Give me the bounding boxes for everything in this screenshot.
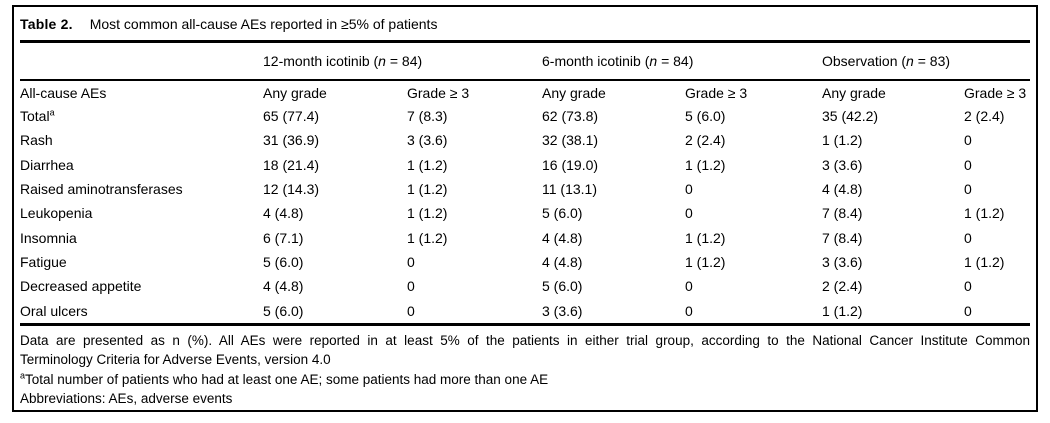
table-cell: 0 — [964, 132, 972, 149]
table-cell: 5 (6.0) — [542, 278, 583, 295]
row-label: Decreased appetite — [20, 278, 142, 295]
table-cell: 5 (6.0) — [685, 108, 726, 125]
row-label: Oral ulcers — [20, 302, 88, 319]
table-cell: 3 (3.6) — [822, 156, 863, 173]
table-cell: 0 — [685, 181, 693, 198]
table-row-raised-aminotransferases: Raised aminotransferases 12 (14.3) 1 (1.… — [20, 177, 1030, 201]
table-cell: 0 — [407, 278, 415, 295]
table-cell: 0 — [964, 156, 972, 173]
table-cell: 3 (3.6) — [822, 253, 863, 270]
table-cell: 5 (6.0) — [263, 253, 304, 270]
table-cell: 5 (6.0) — [263, 302, 304, 319]
table-cell: 7 (8.3) — [407, 108, 448, 125]
table-cell: 0 — [685, 205, 693, 222]
divider-thick-bottom — [20, 322, 1030, 326]
table-cell: 1 (1.2) — [407, 156, 448, 173]
table-caption: Table 2. Most common all-cause AEs repor… — [20, 7, 1030, 40]
table-cell: 11 (13.1) — [542, 181, 597, 198]
footnote-data-presentation-line2: Terminology Criteria for Adverse Events,… — [20, 352, 331, 368]
col-header-grade3-2: Grade ≥ 3 — [685, 84, 748, 101]
row-label: Diarrhea — [20, 156, 74, 173]
table-cell: 2 (2.4) — [822, 278, 863, 295]
table-cell: 35 (42.2) — [822, 108, 879, 125]
group-header-row: 12-month icotinib (n = 84) 6-month icoti… — [20, 43, 1030, 79]
table-cell: 18 (21.4) — [263, 156, 320, 173]
table-cell: 0 — [407, 253, 415, 270]
row-label: Insomnia — [20, 229, 77, 246]
table-cell: 7 (8.4) — [822, 229, 863, 246]
table-cell: 5 (6.0) — [542, 205, 583, 222]
col-header-all-cause-aes: All-cause AEs — [20, 84, 107, 101]
table-cell: 0 — [964, 181, 972, 198]
table-cell: 4 (4.8) — [263, 278, 304, 295]
adverse-events-table: Table 2. Most common all-cause AEs repor… — [12, 5, 1038, 412]
footnote-total-definition: aTotal number of patients who had at lea… — [20, 370, 549, 387]
table-cell: 3 (3.6) — [542, 302, 583, 319]
table-cell: 1 (1.2) — [407, 181, 448, 198]
table-row-fatigue: Fatigue 5 (6.0) 0 4 (4.8) 1 (1.2) 3 (3.6… — [20, 250, 1030, 274]
group-header-12-month-icotinib: 12-month icotinib (n = 84) — [263, 53, 423, 69]
table-cell: 2 (2.4) — [685, 132, 726, 149]
group-header-6-month-icotinib: 6-month icotinib (n = 84) — [542, 53, 694, 69]
table-cell: 3 (3.6) — [407, 132, 448, 149]
table-cell: 1 (1.2) — [964, 205, 1005, 222]
table-cell: 1 (1.2) — [685, 156, 726, 173]
table-cell: 7 (8.4) — [822, 205, 863, 222]
table-cell: 1 (1.2) — [685, 253, 726, 270]
table-cell: 1 (1.2) — [407, 205, 448, 222]
table-number-label: Table 2. — [20, 15, 73, 32]
table-row-diarrhea: Diarrhea 18 (21.4) 1 (1.2) 16 (19.0) 1 (… — [20, 153, 1030, 177]
row-label: Rash — [20, 132, 53, 149]
table-cell: 12 (14.3) — [263, 181, 320, 198]
table-cell: 62 (73.8) — [542, 108, 599, 125]
divider-thin-header — [20, 79, 1030, 81]
col-header-grade3-3: Grade ≥ 3 — [964, 84, 1027, 101]
table-cell: 16 (19.0) — [542, 156, 599, 173]
table-cell: 2 (2.4) — [964, 108, 1005, 125]
table-row-total: Totala 65 (77.4) 7 (8.3) 62 (73.8) 5 (6.… — [20, 104, 1030, 128]
table-cell: 0 — [964, 229, 972, 246]
table-cell: 32 (38.1) — [542, 132, 599, 149]
table-cell: 1 (1.2) — [407, 229, 448, 246]
table-row-oral-ulcers: Oral ulcers 5 (6.0) 0 3 (3.6) 0 1 (1.2) … — [20, 298, 1030, 322]
table-cell: 0 — [685, 302, 693, 319]
col-header-any-grade-2: Any grade — [542, 84, 606, 101]
footnote-marker: a — [49, 107, 55, 118]
table-cell: 1 (1.2) — [822, 132, 863, 149]
column-header-row: All-cause AEs Any grade Grade ≥ 3 Any gr… — [20, 81, 1030, 104]
table-cell: 0 — [407, 302, 415, 319]
col-header-grade3-1: Grade ≥ 3 — [407, 84, 470, 101]
table-cell: 1 (1.2) — [964, 253, 1005, 270]
col-header-any-grade-3: Any grade — [822, 84, 886, 101]
table-row-rash: Rash 31 (36.9) 3 (3.6) 32 (38.1) 2 (2.4)… — [20, 128, 1030, 152]
row-label: Fatigue — [20, 253, 67, 270]
table-cell: 1 (1.2) — [685, 229, 726, 246]
table-cell: 1 (1.2) — [822, 302, 863, 319]
row-label: Leukopenia — [20, 205, 93, 222]
footnote-data-presentation-line1: Data are presented as n (%). All AEs wer… — [20, 332, 1030, 348]
table-row-insomnia: Insomnia 6 (7.1) 1 (1.2) 4 (4.8) 1 (1.2)… — [20, 225, 1030, 249]
row-label: Totala — [20, 107, 55, 125]
table-cell: 31 (36.9) — [263, 132, 320, 149]
table-footnotes: Data are presented as n (%). All AEs wer… — [20, 326, 1030, 409]
table-cell: 0 — [685, 278, 693, 295]
table-cell: 4 (4.8) — [263, 205, 304, 222]
row-label: Raised aminotransferases — [20, 181, 183, 198]
table-row-decreased-appetite: Decreased appetite 4 (4.8) 0 5 (6.0) 0 2… — [20, 274, 1030, 298]
group-header-observation: Observation (n = 83) — [822, 53, 951, 69]
table-cell: 6 (7.1) — [263, 229, 304, 246]
table-cell: 0 — [964, 278, 972, 295]
table-cell: 0 — [964, 302, 972, 319]
table-cell: 4 (4.8) — [542, 229, 583, 246]
table-cell: 4 (4.8) — [822, 181, 863, 198]
footnote-marker: a — [20, 370, 26, 381]
col-header-any-grade-1: Any grade — [263, 84, 327, 101]
footnote-abbreviations: Abbreviations: AEs, adverse events — [20, 391, 233, 407]
table-row-leukopenia: Leukopenia 4 (4.8) 1 (1.2) 5 (6.0) 0 7 (… — [20, 201, 1030, 225]
divider-thick-top — [20, 40, 1030, 43]
table-cell: 65 (77.4) — [263, 108, 320, 125]
table-cell: 4 (4.8) — [542, 253, 583, 270]
table-title: Most common all-cause AEs reported in ≥5… — [89, 15, 438, 32]
